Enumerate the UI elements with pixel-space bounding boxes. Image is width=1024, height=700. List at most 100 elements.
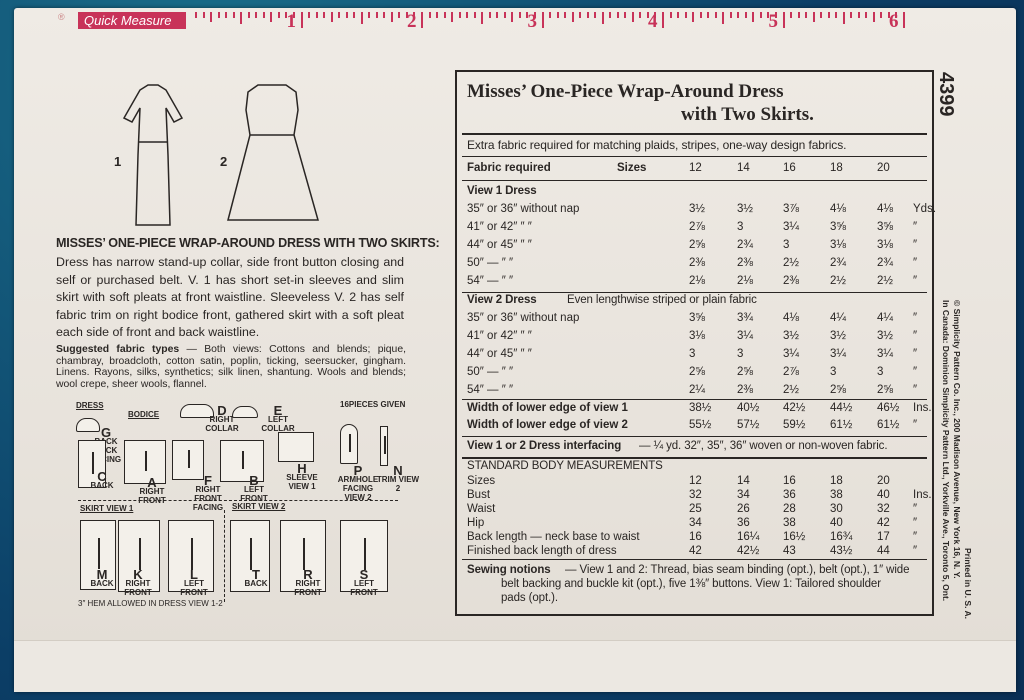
grainline-arrow-icon <box>242 450 244 470</box>
dress-view-2-drawing <box>227 84 319 221</box>
cell-value: 2⅜ <box>737 384 753 396</box>
divider <box>78 500 398 501</box>
piece-letter: R <box>303 567 313 582</box>
cell-value: 3½ <box>737 203 753 215</box>
ruler-tick <box>903 12 905 28</box>
ruler-tick <box>488 12 491 18</box>
pattern-number: 4399 <box>935 72 957 117</box>
piece-letter: D <box>217 403 227 418</box>
description-body: Dress has narrow stand-up collar, side f… <box>56 255 404 339</box>
ruler-tick <box>353 12 356 18</box>
cell-value: 3¼ <box>737 330 753 342</box>
view-1-heading: View 1 Dress <box>467 185 537 197</box>
row-label: 54″ — ″ ″ <box>467 275 514 287</box>
ruler-tick <box>526 12 529 18</box>
table-row: 44″ or 45″ ″ ″ 3 3 3¼ 3¼ 3¼ ″ <box>467 348 928 365</box>
cell-value: 3⅛ <box>877 239 893 251</box>
piece-letter: B <box>249 473 259 488</box>
description-heading: MISSES’ ONE-PIECE WRAP-AROUND DRESS WITH… <box>56 236 440 250</box>
piece-label: S LEFT FRONT <box>342 567 386 597</box>
ruler-tick <box>338 12 341 18</box>
ruler-tick <box>722 12 725 24</box>
piece-letter: G <box>100 425 112 440</box>
interfacing-text: — ¼ yd. 32″, 35″, 36″ woven or non-woven… <box>639 440 888 452</box>
ruler-tick <box>895 12 898 18</box>
ruler-tick <box>451 12 454 22</box>
cell-value: 3¼ <box>783 221 799 233</box>
piece-letter: S <box>359 567 369 582</box>
cell-value: 4⅛ <box>783 312 799 324</box>
cell-value: 16 <box>689 531 702 543</box>
cell-value: 2⅜ <box>689 257 705 269</box>
cell-value: 46½ <box>877 402 900 414</box>
cell-value: 2⅝ <box>737 366 753 378</box>
cell-value: 2⅛ <box>689 275 705 287</box>
cell-value: 3⅝ <box>877 221 893 233</box>
cell-value: 3¼ <box>783 348 799 360</box>
cell-value: 40½ <box>737 402 760 414</box>
ruler-tick <box>300 12 303 28</box>
table-row: 54″ — ″ ″ 2⅛ 2⅛ 2⅜ 2½ 2½ ″ <box>467 275 928 292</box>
cell-value: 32 <box>689 489 702 501</box>
ruler-tick <box>692 12 695 22</box>
unit: ″ <box>913 384 918 396</box>
pattern-piece <box>76 418 100 432</box>
ruler-tick <box>857 12 860 18</box>
ruler-tick <box>631 12 634 22</box>
ruler-tick <box>564 12 567 18</box>
cell-value: 32 <box>877 503 890 515</box>
unit: Ins. <box>913 402 932 414</box>
row-label: Sizes <box>467 475 496 487</box>
grainline-arrow-icon <box>303 538 305 571</box>
table-row: 41″ or 42″ ″ ″ 3⅛ 3¼ 3½ 3½ 3½ ″ <box>467 330 928 347</box>
cell-value: 38 <box>830 489 843 501</box>
pattern-piece <box>232 406 258 418</box>
unit: ″ <box>913 239 918 251</box>
grainline-arrow-icon <box>139 538 141 571</box>
ruler-tick <box>654 12 657 18</box>
suggested-fabrics: Suggested fabric types — Both views: Cot… <box>56 344 406 390</box>
table-row: Bust 32 34 36 38 40 Ins. <box>467 489 932 506</box>
ruler-tick <box>345 12 348 18</box>
ruler-tick <box>277 12 280 18</box>
grainline-arrow-icon <box>364 538 366 571</box>
unit: ″ <box>913 275 918 287</box>
cell-value: 25 <box>689 503 702 515</box>
ruler-tick <box>240 12 243 24</box>
cell-value: 57½ <box>737 419 760 431</box>
piece-label: E LEFT COLLAR <box>256 404 300 433</box>
cell-value: 4⅛ <box>830 203 846 215</box>
ruler-tick <box>405 12 408 18</box>
ruler-tick <box>827 12 830 18</box>
pattern-piece <box>278 432 314 462</box>
ruler-tick <box>714 12 717 18</box>
table-row: Finished back length of dress 42 42½ 43 43½ 4… <box>467 545 928 562</box>
grainline-arrow-icon <box>384 436 386 454</box>
divider <box>462 180 927 181</box>
cell-value: 38½ <box>689 402 712 414</box>
pattern-piece <box>180 404 214 418</box>
cell-value: 2¼ <box>689 384 705 396</box>
size-header: 20 <box>877 162 890 174</box>
row-label: 41″ or 42″ ″ ″ <box>467 330 532 342</box>
measurements-heading: STANDARD BODY MEASUREMENTS <box>467 460 663 472</box>
ruler-tick <box>707 12 710 18</box>
piece-name: RIGHT FRONT <box>124 579 152 597</box>
cell-value: 43 <box>783 545 796 557</box>
printed-in-usa: Printed in U. S. A. <box>963 548 973 619</box>
ruler-tick <box>308 12 311 18</box>
piece-letter: M <box>96 567 108 582</box>
piece-name: RIGHT COLLAR <box>205 415 239 433</box>
piece-name: LEFT FRONT <box>350 579 378 597</box>
grainline-arrow-icon <box>188 450 190 468</box>
table-row: Hip 34 36 38 40 42 ″ <box>467 517 928 534</box>
size-header: 14 <box>737 162 750 174</box>
unit: ″ <box>913 517 918 529</box>
ruler-tick <box>458 12 461 18</box>
piece-name: LEFT COLLAR <box>261 415 295 433</box>
table-row: Waist 25 26 28 30 32 ″ <box>467 503 928 520</box>
piece-label: B LEFT FRONT <box>232 473 276 503</box>
ruler-tick <box>270 12 273 22</box>
piece-letter: P <box>353 463 363 478</box>
ruler-tick <box>586 12 589 18</box>
